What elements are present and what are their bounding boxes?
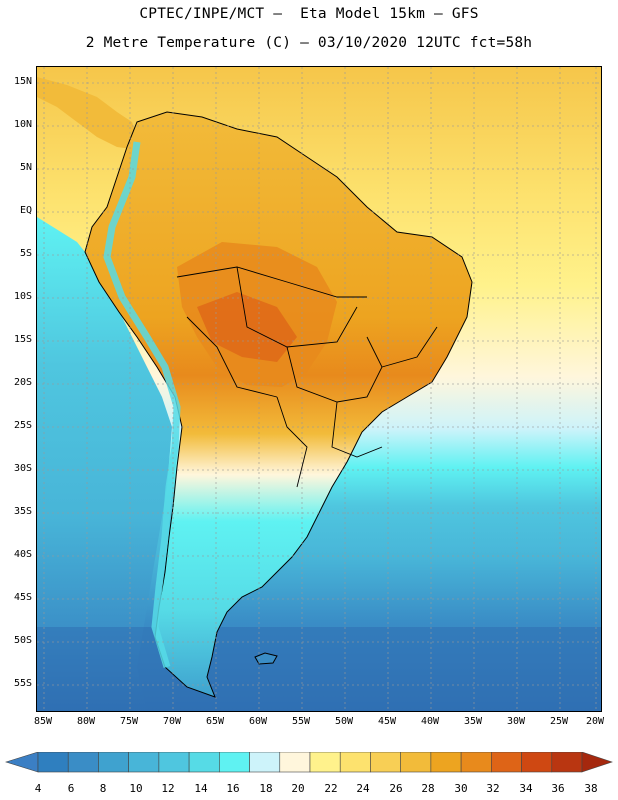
lon-label-60w: 60W xyxy=(248,716,268,727)
colorbar-segment xyxy=(309,752,341,773)
colorbar-label-34: 34 xyxy=(519,782,533,795)
andes-cold-strip xyxy=(103,141,181,669)
colorbar-label-4: 4 xyxy=(34,782,42,795)
lon-label-80w: 80W xyxy=(76,716,96,727)
colorbar-segment xyxy=(551,752,583,773)
lat-label-10n: 10N xyxy=(13,119,32,130)
lat-label-45s: 45S xyxy=(13,592,32,603)
colorbar xyxy=(4,752,613,773)
colorbar-segment xyxy=(37,752,69,773)
colorbar-label-6: 6 xyxy=(67,782,75,795)
colorbar-segment xyxy=(370,752,401,773)
colorbar-label-10: 10 xyxy=(129,782,143,795)
lat-label-50s: 50S xyxy=(13,635,32,646)
lat-label-eq: EQ xyxy=(19,205,32,216)
lon-label-65w: 65W xyxy=(205,716,225,727)
lat-label-35s: 35S xyxy=(13,506,32,517)
colorbar-segment xyxy=(430,752,462,773)
map-canvas xyxy=(37,67,601,711)
lon-label-40w: 40W xyxy=(420,716,440,727)
lon-label-75w: 75W xyxy=(119,716,139,727)
colorbar-label-20: 20 xyxy=(291,782,305,795)
colorbar-label-14: 14 xyxy=(194,782,208,795)
colorbar-arrow-left xyxy=(4,752,39,773)
lat-label-5n: 5N xyxy=(19,162,32,173)
lat-label-20s: 20S xyxy=(13,377,32,388)
southern-ocean-band xyxy=(37,627,601,711)
lat-label-5s: 5S xyxy=(19,248,32,259)
lat-label-40s: 40S xyxy=(13,549,32,560)
lon-label-35w: 35W xyxy=(463,716,483,727)
colorbar-segment xyxy=(188,752,220,773)
lat-label-15n: 15N xyxy=(13,76,32,87)
lon-label-85w: 85W xyxy=(33,716,53,727)
lon-label-55w: 55W xyxy=(291,716,311,727)
lat-label-25s: 25S xyxy=(13,420,32,431)
colorbar-label-30: 30 xyxy=(454,782,468,795)
lat-label-55s: 55S xyxy=(13,678,32,689)
colorbar-segment xyxy=(339,752,371,773)
colorbar-label-36: 36 xyxy=(551,782,565,795)
colorbar-segment xyxy=(460,752,492,773)
colorbar-segment xyxy=(158,752,190,773)
colorbar-arrow-right xyxy=(581,752,613,773)
colorbar-segment xyxy=(219,752,250,773)
colorbar-label-16: 16 xyxy=(226,782,240,795)
colorbar-label-22: 22 xyxy=(324,782,338,795)
colorbar-label-8: 8 xyxy=(99,782,107,795)
colorbar-label-18: 18 xyxy=(259,782,273,795)
lat-label-30s: 30S xyxy=(13,463,32,474)
state-borders xyxy=(176,266,438,488)
lon-label-20w: 20W xyxy=(585,716,605,727)
colorbar-label-12: 12 xyxy=(161,782,175,795)
lat-label-15s: 15S xyxy=(13,334,32,345)
falkland-islands xyxy=(254,652,278,665)
title-line-1: CPTEC/INPE/MCT – Eta Model 15km – GFS xyxy=(139,6,479,22)
colorbar-segment xyxy=(491,752,522,773)
lon-label-45w: 45W xyxy=(377,716,397,727)
colorbar-label-28: 28 xyxy=(421,782,435,795)
lon-label-30w: 30W xyxy=(506,716,526,727)
colorbar-segment xyxy=(67,752,99,773)
lon-label-70w: 70W xyxy=(162,716,182,727)
colorbar-label-32: 32 xyxy=(486,782,500,795)
colorbar-segment xyxy=(128,752,160,773)
colorbar-label-24: 24 xyxy=(356,782,370,795)
colorbar-segment xyxy=(521,752,553,773)
title-line-2: 2 Metre Temperature (C) – 03/10/2020 12U… xyxy=(85,35,533,51)
lon-label-25w: 25W xyxy=(549,716,569,727)
colorbar-segment xyxy=(279,752,311,773)
colorbar-segment xyxy=(400,752,432,773)
colorbar-label-38: 38 xyxy=(584,782,598,795)
south-america xyxy=(84,111,473,698)
lon-label-50w: 50W xyxy=(334,716,354,727)
graticule xyxy=(37,67,601,711)
colorbar-label-26: 26 xyxy=(389,782,403,795)
temperature-map xyxy=(36,66,602,712)
colorbar-segment xyxy=(98,752,129,773)
pacific-ocean xyxy=(37,217,172,711)
lat-label-10s: 10S xyxy=(13,291,32,302)
colorbar-segment xyxy=(249,752,281,773)
